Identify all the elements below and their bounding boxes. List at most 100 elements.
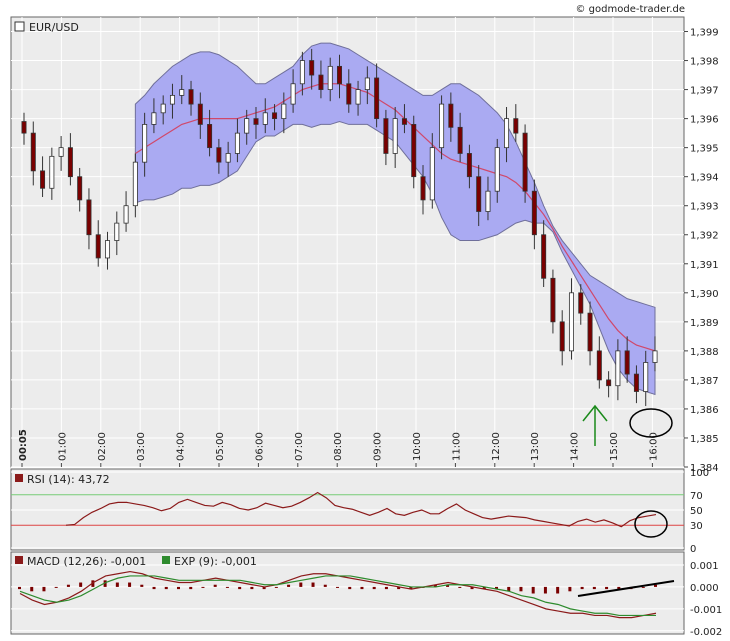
candle-63 — [606, 379, 612, 387]
macd-panel-frame — [10, 551, 685, 635]
candle-28 — [281, 103, 287, 120]
macd-hist-bar-47 — [592, 586, 596, 590]
candle-17 — [179, 89, 185, 96]
macd-hist-bar-41 — [519, 586, 523, 592]
price-legend-title: EUR/USD — [29, 21, 79, 34]
macd-tick-label-3: -0.002 — [690, 627, 722, 638]
exp-legend-swatch — [162, 556, 170, 564]
macd-content: 0.001 0.000 -0.001 -0.002 — [11, 561, 722, 638]
rsi-annotation-circle — [634, 510, 668, 538]
candle-34 — [336, 65, 342, 85]
macd-hist-bar-26 — [336, 586, 339, 588]
x-tick-label-16: 16:00 — [648, 432, 659, 461]
candle-13 — [142, 124, 148, 163]
rsi-tick-label-4: 100 — [690, 468, 709, 479]
candle-59 — [568, 292, 574, 352]
candle-26 — [262, 112, 268, 125]
candle-22 — [225, 153, 231, 163]
y-tick-label-8: 1,392 — [690, 231, 719, 242]
candle-9 — [105, 240, 111, 259]
candle-61 — [587, 312, 593, 352]
price-y-ticks: 1,384 1,385 1,386 1,387 1,388 1,389 1,390 1,391… — [684, 28, 719, 474]
macd-hist-bar-22 — [287, 584, 291, 587]
candle-21 — [216, 147, 222, 163]
macd-tick-label-1: 0.000 — [690, 583, 719, 594]
candle-18 — [188, 89, 194, 105]
x-tick-label-1: 01:00 — [57, 432, 68, 461]
candle-43 — [420, 176, 426, 201]
candle-3 — [49, 155, 55, 189]
macd-hist-bar-48 — [605, 586, 609, 590]
candle-46 — [448, 103, 454, 128]
macd-hist-bar-11 — [152, 586, 156, 590]
candle-47 — [457, 126, 463, 154]
x-tick-label-6: 06:00 — [254, 432, 265, 461]
candle-51 — [494, 147, 500, 192]
x-tick-label-4: 04:00 — [176, 432, 187, 461]
candle-44 — [429, 147, 435, 201]
x-tick-label-3: 03:00 — [136, 432, 147, 461]
macd-hist-bar-28 — [360, 586, 364, 590]
macd-hist-bar-34 — [433, 584, 437, 587]
macd-hist-bar-44 — [556, 586, 560, 594]
x-tick-label-2: 02:00 — [97, 432, 108, 461]
candle-40 — [392, 118, 398, 154]
macd-hist-bar-36 — [458, 586, 462, 588]
macd-hist-bar-32 — [409, 586, 413, 590]
y-tick-label-10: 1,394 — [690, 173, 719, 184]
candle-25 — [253, 118, 259, 125]
candle-58 — [559, 321, 565, 352]
macd-hist-bar-13 — [177, 586, 180, 590]
macd-hist-bar-19 — [250, 586, 254, 590]
candle-1 — [30, 132, 36, 172]
y-tick-label-4: 1,388 — [690, 347, 719, 358]
candle-37 — [364, 77, 370, 90]
rsi-tick-label-1: 30 — [690, 521, 703, 532]
candle-48 — [466, 153, 472, 178]
y-tick-label-6: 1,390 — [690, 289, 719, 300]
rsi-panel: 0 30 50 70 100 RSI (14): 43,72 — [10, 468, 709, 555]
time-x-ticks: 00:05 01:00 02:00 03:00 04:00 05:00 06:00 07:00… — [18, 429, 659, 467]
macd-hist-bar-45 — [568, 586, 572, 592]
candle-8 — [95, 234, 101, 259]
x-tick-label-12: 12:00 — [491, 432, 502, 461]
macd-hist-bar-20 — [262, 586, 266, 590]
candle-52 — [504, 118, 510, 149]
candle-16 — [169, 94, 175, 105]
candle-39 — [383, 118, 389, 154]
macd-trend-line — [577, 580, 675, 597]
macd-hist-bar-5 — [79, 582, 83, 587]
macd-panel: 0.001 0.000 -0.001 -0.002 MACD (12,26): -0,… — [10, 551, 722, 638]
macd-hist-bar-35 — [446, 584, 450, 587]
x-tick-label-10: 10:00 — [412, 432, 423, 461]
candle-36 — [355, 89, 361, 105]
candle-49 — [476, 176, 482, 212]
candle-68 — [652, 350, 658, 363]
candle-33 — [327, 65, 333, 90]
macd-hist-bar-1 — [30, 586, 34, 592]
candle-6 — [77, 176, 83, 201]
candle-41 — [401, 118, 407, 125]
candle-23 — [234, 132, 240, 154]
y-tick-label-5: 1,389 — [690, 318, 719, 329]
candle-54 — [522, 132, 528, 192]
y-tick-label-3: 1,387 — [690, 376, 719, 387]
macd-hist-bar-12 — [164, 586, 168, 590]
candle-57 — [550, 277, 556, 323]
candle-24 — [244, 118, 250, 134]
macd-hist-bar-21 — [274, 586, 278, 588]
macd-hist-bar-14 — [189, 586, 193, 590]
candle-32 — [318, 74, 324, 90]
candle-0 — [21, 121, 27, 134]
macd-tick-label-2: -0.001 — [690, 605, 722, 616]
price-panel: 1,384 1,385 1,386 1,387 1,388 1,389 1,390 1,391… — [10, 16, 719, 474]
candle-56 — [541, 234, 547, 279]
watermark: © godmode-trader.de — [576, 4, 686, 15]
macd-hist-bar-2 — [42, 586, 46, 592]
macd-hist-bar-24 — [311, 582, 315, 587]
x-tick-label-0: 00:05 — [18, 429, 29, 461]
macd-hist-bar-51 — [641, 586, 645, 588]
candle-66 — [633, 373, 639, 392]
candle-14 — [151, 112, 157, 125]
